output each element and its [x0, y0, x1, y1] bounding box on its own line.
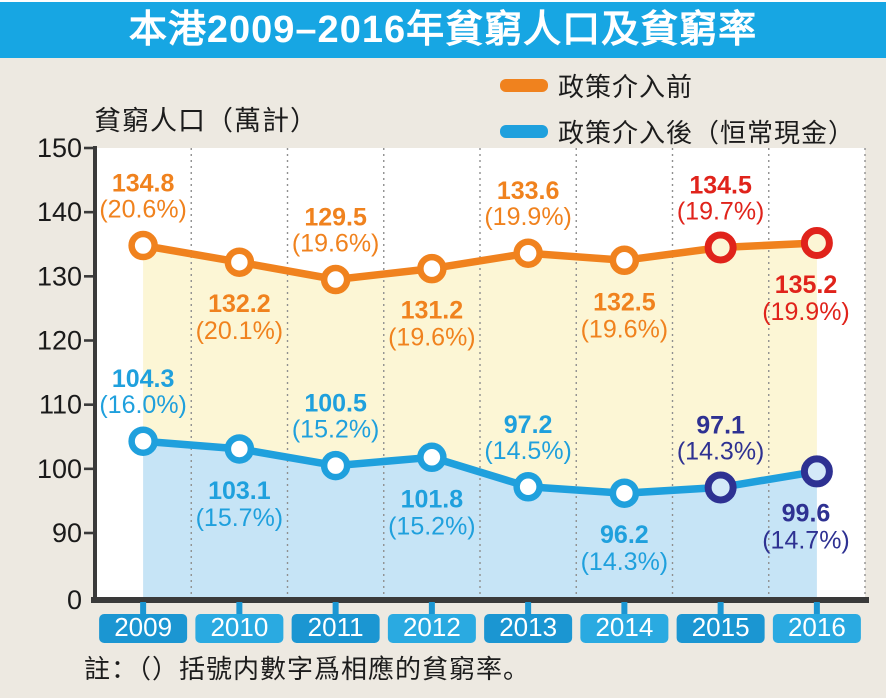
marker-after-2013: [513, 472, 543, 502]
marker-before-2013: [513, 238, 543, 268]
legend: 政策介入前 政策介入後（恒常現金）: [500, 67, 855, 150]
before-policy-line: [139, 239, 821, 284]
label-before-2015-rate: (19.7%): [677, 197, 765, 225]
marker-before-2014: [609, 245, 640, 276]
year-stem-2010: [236, 602, 243, 616]
year-label-2010: 2010: [210, 612, 268, 642]
label-after-2011-rate: (15.2%): [292, 416, 380, 444]
label-before-2011-rate: (19.6%): [292, 230, 380, 258]
marker-before-2012: [417, 253, 447, 284]
y-tick-label-0: 0: [67, 585, 82, 615]
label-before-2010-rate: (20.1%): [196, 317, 284, 345]
marker-before-2015: [704, 231, 737, 264]
label-after-2010-value: 103.1: [208, 477, 271, 505]
marker-after-2010: [224, 434, 255, 464]
year-label-2014: 2014: [595, 612, 653, 642]
label-after-2014-value: 96.2: [600, 521, 649, 549]
year-box-2010: [195, 614, 284, 643]
label-after-2011-value: 100.5: [304, 390, 367, 418]
label-after-2015-value: 97.1: [696, 411, 745, 439]
year-stem-2016: [813, 602, 820, 616]
year-box-2009: [99, 614, 188, 643]
year-label-2016: 2016: [788, 612, 846, 642]
y-tick-label-150: 150: [37, 133, 82, 163]
marker-after-2015: [704, 471, 737, 504]
year-box-2012: [387, 614, 476, 643]
year-stem-2012: [428, 602, 435, 616]
legend-item-after-policy: 政策介入後（恒常現金）: [500, 113, 855, 150]
footnote: 註：（）括號内數字爲相應的貧窮率。: [84, 654, 531, 684]
year-stem-2015: [717, 602, 724, 616]
label-before-2012-value: 131.2: [401, 297, 464, 325]
label-after-2015-rate: (14.3%): [677, 437, 765, 465]
marker-after-2014: [609, 478, 640, 508]
year-box-2015: [676, 614, 765, 643]
label-after-2013-rate: (14.5%): [484, 437, 572, 465]
chart-title: 本港2009–2016年貧窮人口及貧窮率: [128, 9, 758, 51]
year-label-2011: 2011: [308, 612, 364, 642]
label-after-2012-value: 101.8: [401, 485, 464, 513]
label-before-2014-rate: (19.6%): [581, 315, 669, 343]
label-after-2014-rate: (14.3%): [581, 548, 669, 576]
label-before-2011-value: 129.5: [304, 204, 367, 232]
legend-label-after-policy: 政策介入後（恒常現金）: [558, 118, 856, 148]
after-policy-line: [139, 437, 821, 497]
label-before-2010-value: 132.2: [208, 290, 271, 318]
year-box-2011: [291, 614, 380, 643]
y-axis-title: 貧窮人口（萬計）: [94, 106, 318, 136]
label-after-2009-rate: (16.0%): [99, 391, 187, 419]
marker-before-2011: [320, 264, 351, 295]
y-tick-label-120: 120: [37, 326, 82, 356]
label-after-2010-rate: (15.7%): [196, 504, 284, 532]
label-before-2016-value: 135.2: [775, 271, 838, 299]
legend-label-before-policy: 政策介入前: [558, 72, 694, 102]
marker-before-2010: [224, 247, 255, 277]
year-stem-2009: [140, 602, 147, 616]
y-tick-label-90: 90: [52, 518, 82, 548]
marker-before-2016: [800, 226, 833, 259]
y-tick-label-110: 110: [39, 390, 82, 420]
marker-after-2012: [417, 442, 447, 473]
label-before-2013-rate: (19.9%): [484, 203, 572, 231]
year-box-2016: [772, 614, 861, 643]
year-label-2015: 2015: [692, 612, 750, 642]
year-label-2013: 2013: [499, 612, 557, 642]
year-box-2014: [580, 614, 669, 643]
label-before-2012-rate: (19.6%): [388, 324, 476, 352]
label-before-2014-value: 132.5: [593, 288, 656, 316]
label-before-2009-value: 134.8: [112, 170, 175, 198]
label-before-2016-rate: (19.9%): [762, 298, 850, 326]
title-bar: 本港2009–2016年貧窮人口及貧窮率: [0, 2, 886, 58]
marker-after-2009: [128, 426, 158, 456]
year-box-2013: [484, 614, 573, 643]
label-after-2009-value: 104.3: [112, 365, 175, 393]
label-after-2013-value: 97.2: [504, 411, 553, 439]
label-before-2009-rate: (20.6%): [99, 196, 187, 224]
label-after-2016-rate: (14.7%): [762, 526, 850, 554]
area-between-lines: [143, 243, 817, 494]
marker-before-2009: [128, 230, 158, 261]
y-tick-label-130: 130: [37, 261, 82, 291]
label-before-2015-value: 134.5: [689, 171, 752, 199]
label-before-2013-value: 133.6: [497, 177, 560, 205]
year-label-2012: 2012: [403, 612, 461, 642]
legend-swatch-blue: [500, 125, 548, 138]
label-after-2012-rate: (15.2%): [388, 512, 476, 540]
legend-swatch-orange: [500, 79, 548, 92]
marker-after-2011: [320, 450, 351, 481]
y-tick-label-140: 140: [37, 197, 82, 227]
year-stem-2013: [525, 602, 532, 616]
marker-after-2016: [800, 455, 833, 488]
year-label-2009: 2009: [114, 612, 172, 642]
year-stem-2014: [621, 602, 628, 616]
year-stem-2011: [332, 602, 339, 616]
legend-item-before-policy: 政策介入前: [500, 67, 855, 104]
top-edge-strip: [0, 0, 886, 2]
label-after-2016-value: 99.6: [782, 499, 831, 527]
y-tick-label-100: 100: [37, 454, 82, 484]
